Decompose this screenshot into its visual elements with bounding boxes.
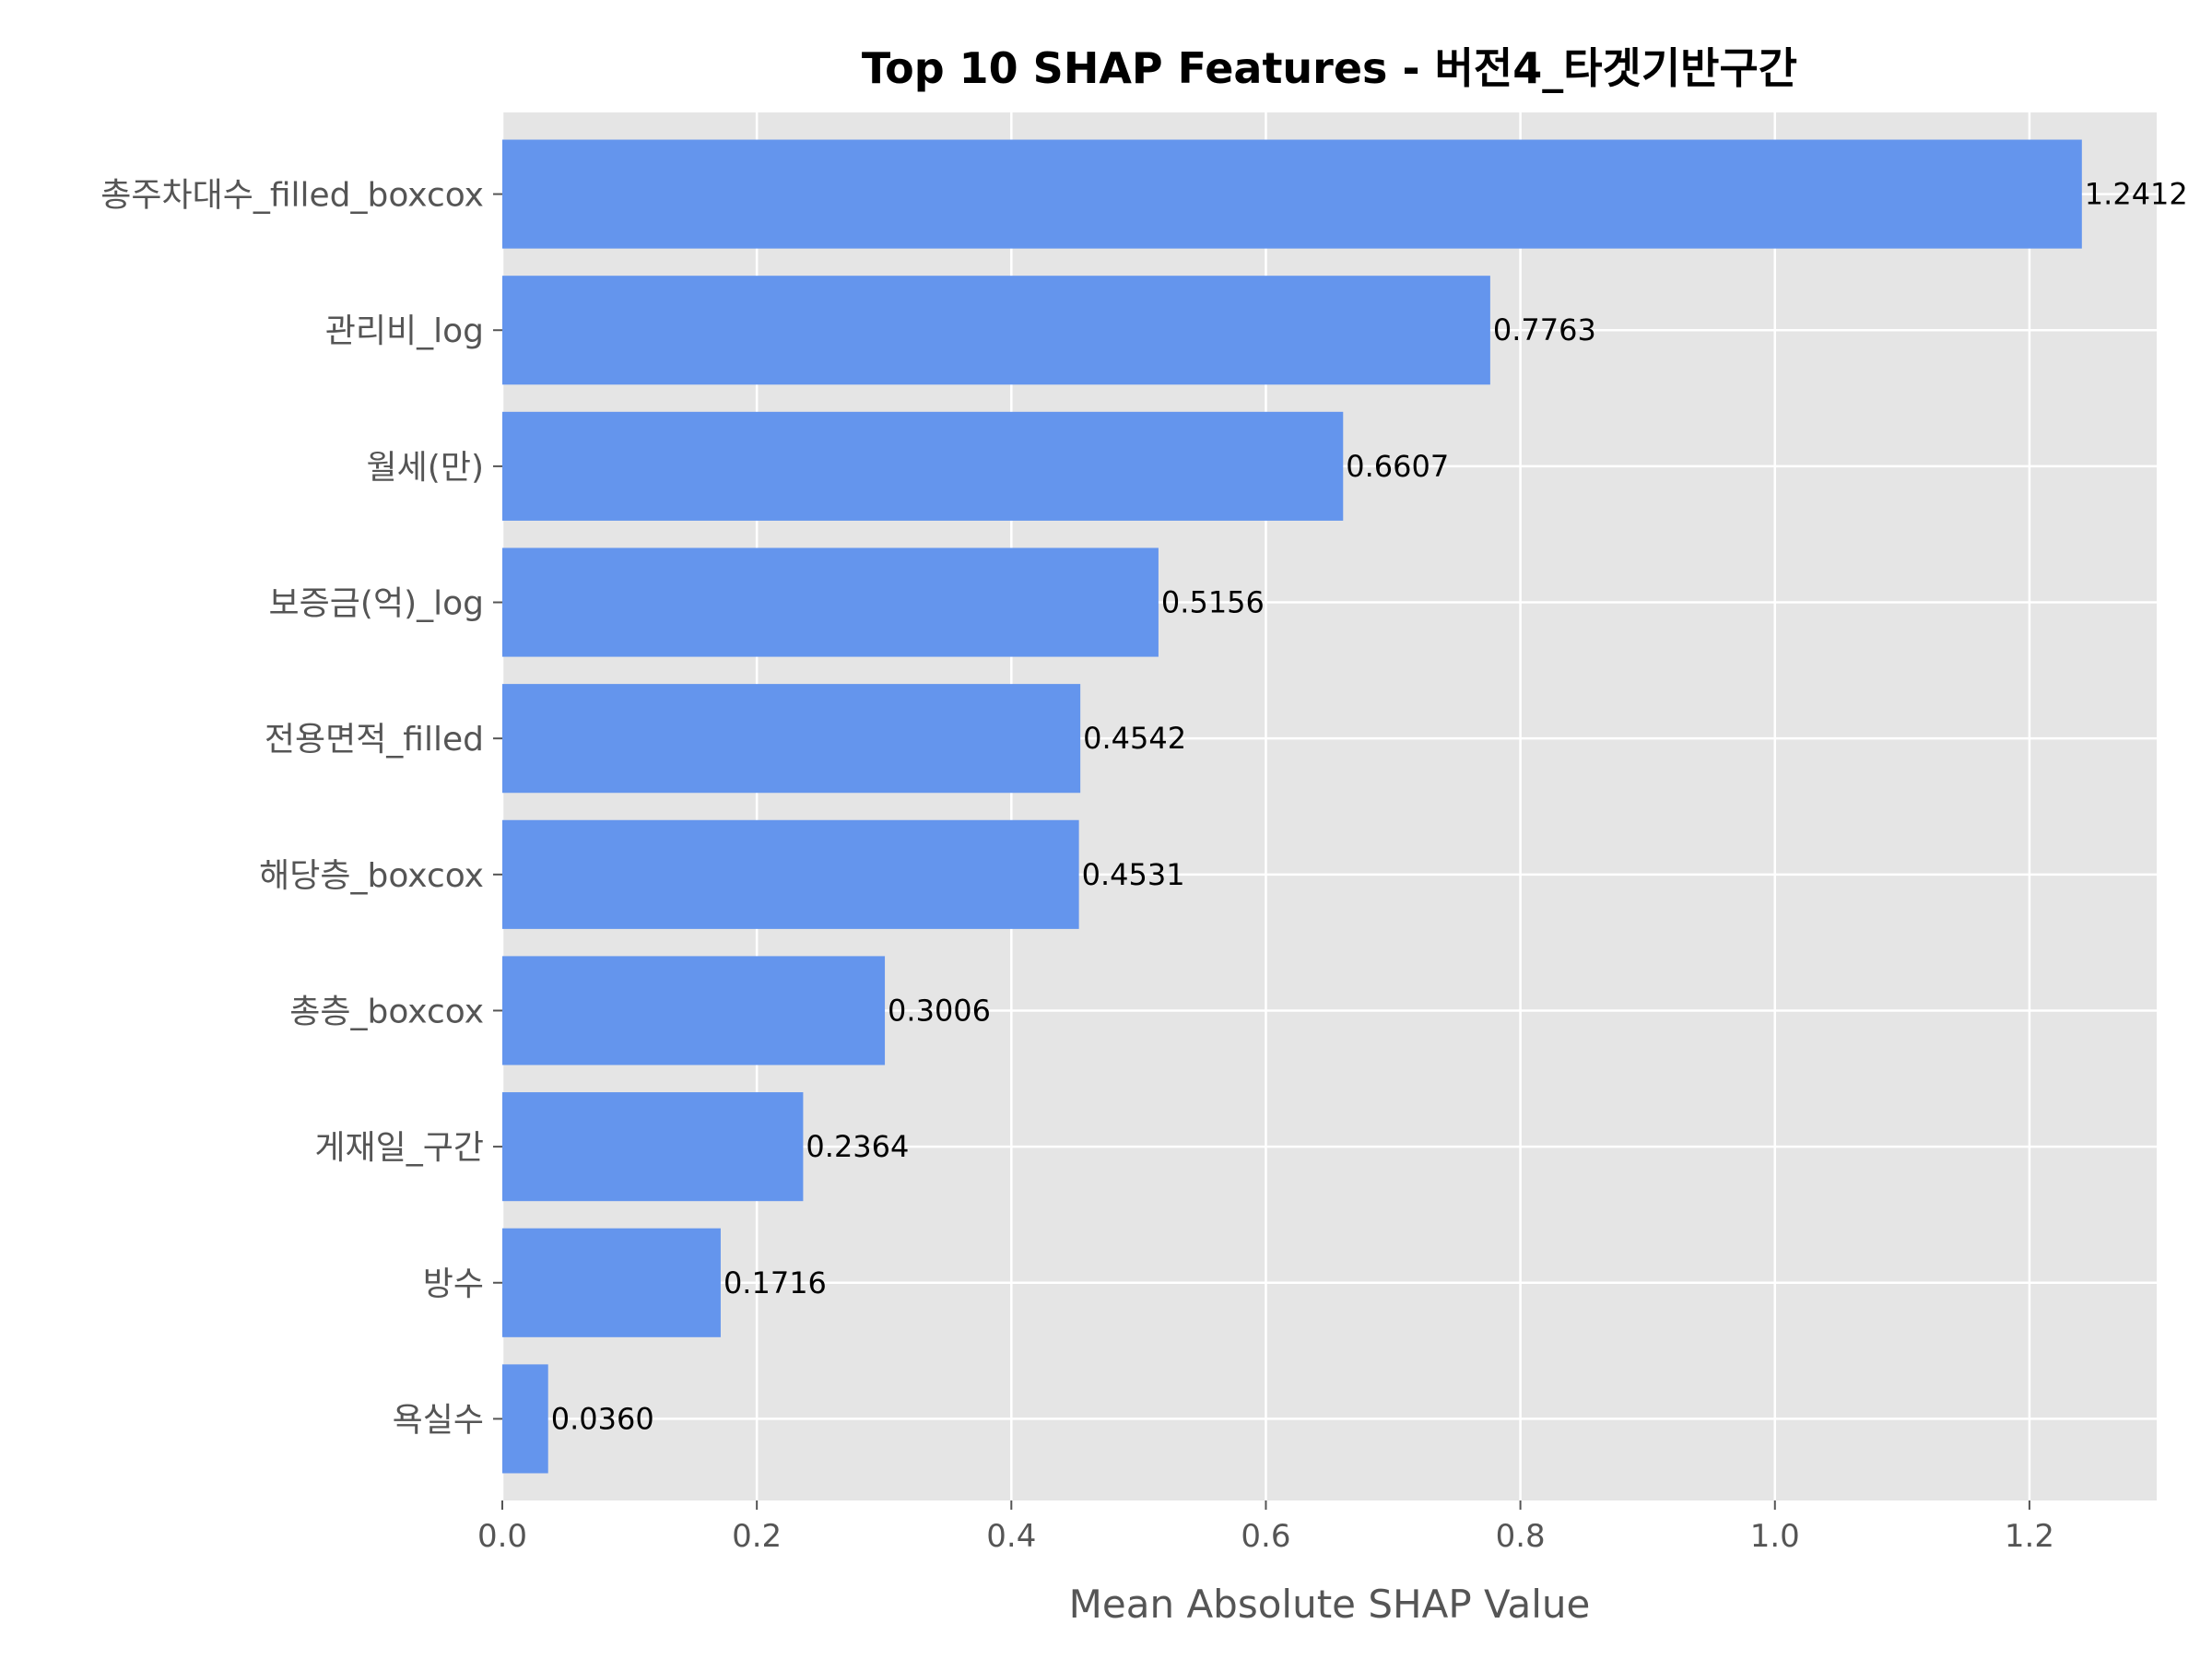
bar-value-label: 1.2412 <box>2085 177 2188 212</box>
bar <box>502 139 2082 249</box>
x-tick-label: 1.2 <box>2005 1518 2054 1555</box>
data-label-layer: 1.2412 0.7763 0.6607 0.5156 0.4542 0.4531 0.30… <box>551 177 2188 1437</box>
y-tick-label: 총층_boxcox <box>289 993 484 1030</box>
bar <box>502 411 1344 521</box>
x-tick-layer: 0.0 0.2 0.4 0.6 0.8 1.0 1.2 <box>477 1500 2054 1555</box>
bar <box>502 1092 804 1202</box>
y-tick-label: 관리비_log <box>325 312 484 350</box>
x-tick-label: 0.2 <box>732 1518 782 1555</box>
bar-value-label: 0.7763 <box>1493 312 1596 347</box>
y-tick-label: 총주차대수_filled_boxcox <box>100 177 484 215</box>
y-tick-label: 전용면적_filled <box>265 721 484 759</box>
bar <box>502 684 1081 794</box>
bar <box>502 1228 721 1337</box>
x-tick-label: 0.0 <box>477 1518 527 1555</box>
bar-value-label: 0.1716 <box>724 1265 827 1300</box>
chart-title: Top 10 SHAP Features - 버전4_타겟기반구간 <box>862 43 1797 93</box>
x-axis-label: Mean Absolute SHAP Value <box>1069 1582 1591 1627</box>
bar-value-label: 0.6607 <box>1346 449 1449 484</box>
x-tick-label: 0.6 <box>1241 1518 1290 1555</box>
x-tick-label: 0.4 <box>986 1518 1036 1555</box>
bar <box>502 819 1079 929</box>
y-tick-label: 보증금(억)_log <box>269 585 484 623</box>
y-tick-label: 해당층_boxcox <box>259 857 484 895</box>
bar <box>502 276 1490 385</box>
bar-layer <box>502 139 2082 1474</box>
bar <box>502 1364 548 1474</box>
bar-value-label: 0.3006 <box>888 993 991 1028</box>
y-tick-label: 방수 <box>423 1265 484 1303</box>
bar-value-label: 0.4531 <box>1082 857 1185 892</box>
bar-value-label: 0.4542 <box>1083 721 1186 756</box>
y-tick-label: 월세(만) <box>367 449 484 487</box>
y-tick-layer: 총주차대수_filled_boxcox 관리비_log 월세(만) 보증금(억)_lo… <box>100 177 502 1439</box>
x-tick-label: 1.0 <box>1750 1518 1800 1555</box>
y-tick-label: 욕실수 <box>393 1401 484 1439</box>
x-tick-label: 0.8 <box>1496 1518 1546 1555</box>
bar-value-label: 0.5156 <box>1161 585 1265 620</box>
y-tick-label: 게재일_구간 <box>314 1129 484 1167</box>
bar-value-label: 0.2364 <box>806 1129 909 1164</box>
bar <box>502 547 1159 657</box>
bar-value-label: 0.0360 <box>551 1401 654 1436</box>
bar <box>502 956 886 1065</box>
